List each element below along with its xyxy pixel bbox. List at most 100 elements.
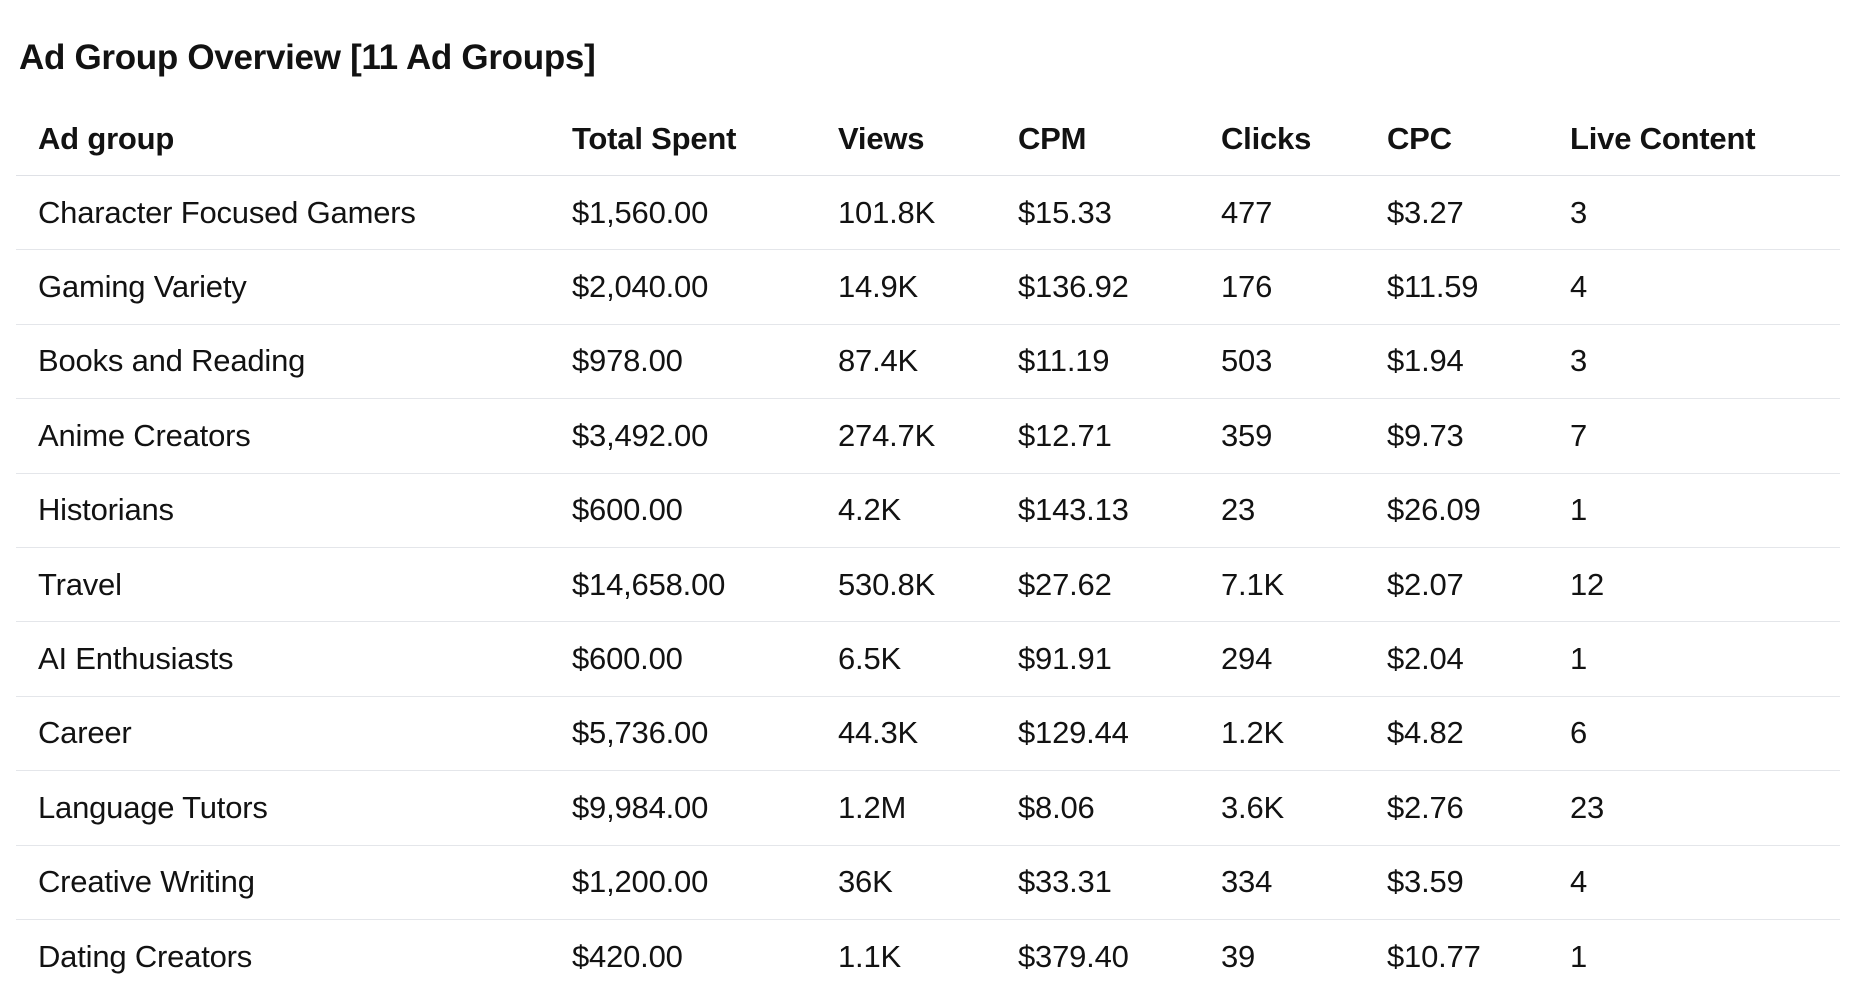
column-header-cpm: CPM [1018,102,1221,176]
column-header-cpc: CPC [1387,102,1570,176]
cell-ad-group: AI Enthusiasts [16,621,572,697]
cell-cpm: $15.33 [1018,175,1221,251]
cell-live-content: 1 [1570,473,1840,548]
table-row: Books and Reading $978.00 87.4K $11.19 503 $1… [16,324,1840,400]
cell-cpm: $33.31 [1018,845,1221,920]
table-body: Character Focused Gamers $1,560.00 101.8K $… [16,175,1840,994]
cell-cpc: $9.73 [1387,398,1570,474]
table-row: Anime Creators $3,492.00 274.7K $12.71 359 $9… [16,398,1840,474]
cell-clicks: 7.1K [1221,547,1387,623]
cell-live-content: 12 [1570,547,1840,623]
column-header-clicks: Clicks [1221,102,1387,176]
column-header-ad-group: Ad group [16,102,572,176]
cell-cpc: $11.59 [1387,249,1570,325]
table-header: Ad group Total Spent Views CPM Clicks CPC Live… [16,102,1840,176]
cell-live-content: 7 [1570,398,1840,474]
cell-views: 44.3K [838,696,1018,772]
cell-live-content: 1 [1570,621,1840,697]
cell-views: 36K [838,845,1018,920]
cell-views: 4.2K [838,473,1018,548]
cell-cpc: $3.59 [1387,845,1570,920]
cell-total-spent: $600.00 [572,473,838,548]
cell-ad-group: Anime Creators [16,398,572,474]
cell-clicks: 359 [1221,398,1387,474]
cell-cpm: $11.19 [1018,324,1221,400]
cell-total-spent: $2,040.00 [572,249,838,325]
cell-clicks: 1.2K [1221,696,1387,772]
cell-live-content: 1 [1570,938,1588,974]
cell-ad-group: Creative Writing [16,845,572,920]
table-row: Travel $14,658.00 530.8K $27.62 7.1K $2.07 12 [16,547,1840,623]
cell-total-spent: $420.00 [572,938,683,974]
column-header-total-spent: Total Spent [572,102,838,176]
cell-clicks: 503 [1221,324,1387,400]
cell-cpm: $91.91 [1018,621,1221,697]
cell-live-content: 3 [1570,175,1840,251]
cell-cpc: $1.94 [1387,324,1570,400]
cell-cpc: $2.07 [1387,547,1570,623]
cell-clicks: 477 [1221,175,1387,251]
cell-total-spent: $600.00 [572,621,838,697]
table-row: Dating Creators $420.00 1.1K $379.40 39 $10.7… [16,919,1840,993]
cell-cpm: $8.06 [1018,770,1221,846]
ad-group-table-container: Ad group Total Spent Views CPM Clicks CPC Live… [16,102,1840,993]
cell-cpm: $129.44 [1018,696,1221,772]
cell-ad-group: Historians [16,473,572,548]
cell-views: 14.9K [838,249,1018,325]
cell-ad-group: Character Focused Gamers [16,175,572,251]
cell-clicks: 176 [1221,249,1387,325]
table-row: Language Tutors $9,984.00 1.2M $8.06 3.6K $2.… [16,770,1840,846]
table-row: Character Focused Gamers $1,560.00 101.8K $… [16,175,1840,251]
table-row: Gaming Variety $2,040.00 14.9K $136.92 176 $1… [16,249,1840,325]
cell-cpc: $10.77 [1387,938,1481,974]
cell-cpm: $12.71 [1018,398,1221,474]
cell-cpm: $379.40 [1018,938,1129,974]
cell-ad-group: Books and Reading [16,324,572,400]
cell-live-content: 3 [1570,324,1840,400]
cell-ad-group: Gaming Variety [16,249,572,325]
cell-cpm: $143.13 [1018,473,1221,548]
table-header-row: Ad group Total Spent Views CPM Clicks CPC Live… [16,102,1840,176]
cell-views: 274.7K [838,398,1018,474]
column-header-views: Views [838,102,1018,176]
cell-live-content: 4 [1570,845,1840,920]
cell-cpc: $3.27 [1387,175,1570,251]
table-row: Creative Writing $1,200.00 36K $33.31 334 $3.… [16,845,1840,920]
cell-views: 530.8K [838,547,1018,623]
cell-clicks: 39 [1221,938,1256,974]
ad-group-table: Ad group Total Spent Views CPM Clicks CPC Live… [16,102,1840,993]
table-row: Historians $600.00 4.2K $143.13 23 $26.09 1 [16,473,1840,548]
cell-clicks: 23 [1221,473,1387,548]
cell-ad-group: Dating Creators [38,938,253,974]
cell-cpm: $136.92 [1018,249,1221,325]
cell-views: 1.2M [838,770,1018,846]
table-row: Career $5,736.00 44.3K $129.44 1.2K $4.82 6 [16,696,1840,772]
cell-total-spent: $14,658.00 [572,547,838,623]
cell-clicks: 3.6K [1221,770,1387,846]
cell-cpc: $2.76 [1387,770,1570,846]
cell-total-spent: $1,200.00 [572,845,838,920]
cell-ad-group: Career [16,696,572,772]
cell-ad-group: Travel [16,547,572,623]
column-header-live-content: Live Content [1570,102,1840,176]
cell-views: 101.8K [838,175,1018,251]
cell-views: 6.5K [838,621,1018,697]
table-row: AI Enthusiasts $600.00 6.5K $91.91 294 $2.04 1 [16,621,1840,697]
cell-views: 87.4K [838,324,1018,400]
cell-total-spent: $5,736.00 [572,696,838,772]
cell-clicks: 294 [1221,621,1387,697]
cell-live-content: 4 [1570,249,1840,325]
cell-total-spent: $9,984.00 [572,770,838,846]
cell-live-content: 6 [1570,696,1840,772]
cell-views: 1.1K [838,938,901,974]
cell-cpc: $4.82 [1387,696,1570,772]
cell-cpm: $27.62 [1018,547,1221,623]
cell-cpc: $26.09 [1387,473,1570,548]
cell-ad-group: Language Tutors [16,770,572,846]
page-title: Ad Group Overview [11 Ad Groups] [19,38,596,78]
cell-cpc: $2.04 [1387,621,1570,697]
cell-total-spent: $1,560.00 [572,175,838,251]
cell-total-spent: $978.00 [572,324,838,400]
cell-total-spent: $3,492.00 [572,398,838,474]
cell-live-content: 23 [1570,770,1840,846]
